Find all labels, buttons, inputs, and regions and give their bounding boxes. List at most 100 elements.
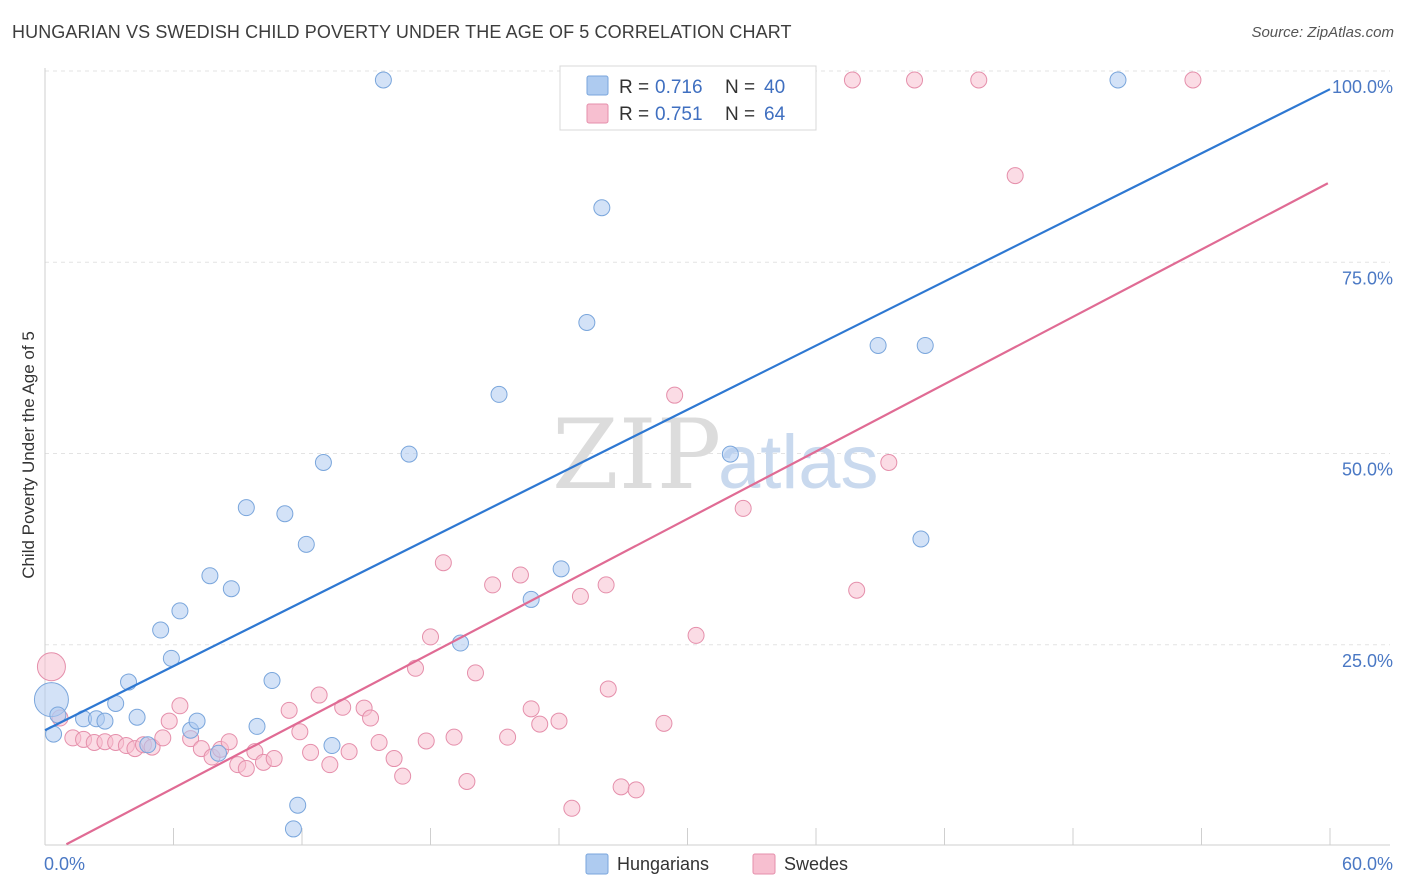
bottom-legend-label-swedes: Swedes xyxy=(784,854,848,874)
legend-r-label-swedes: R = xyxy=(619,104,649,125)
y-axis-title: Child Poverty Under the Age of 5 xyxy=(19,331,38,579)
series-hungarians-points xyxy=(33,71,1127,838)
point-swedes xyxy=(511,566,529,584)
point-swedes xyxy=(666,386,684,404)
point-swedes xyxy=(310,686,328,704)
legend-swatch-swedes xyxy=(586,103,609,124)
point-hungarians xyxy=(188,712,206,730)
point-hungarians xyxy=(323,737,341,755)
point-swedes xyxy=(599,680,617,698)
point-swedes xyxy=(687,626,705,644)
grid-lines xyxy=(45,70,1390,646)
point-swedes xyxy=(407,659,425,677)
point-swedes xyxy=(571,587,589,605)
point-hungarians xyxy=(171,602,189,620)
point-hungarians xyxy=(400,445,418,463)
series-legend: Hungarians Swedes xyxy=(585,853,848,875)
point-swedes xyxy=(531,715,549,733)
point-hungarians xyxy=(263,672,281,690)
point-swedes xyxy=(484,576,502,594)
legend-n-value-swedes: 64 xyxy=(764,104,786,125)
point-swedes xyxy=(627,781,645,799)
point-hungarians xyxy=(284,820,302,838)
point-swedes xyxy=(848,581,866,599)
point-swedes xyxy=(302,743,320,761)
watermark-zip: ZIP xyxy=(552,399,721,511)
point-hungarians xyxy=(721,445,739,463)
point-swedes xyxy=(1006,167,1024,185)
point-swedes xyxy=(154,729,172,747)
point-hungarians xyxy=(593,199,611,217)
point-swedes xyxy=(340,743,358,761)
point-hungarians xyxy=(314,454,332,471)
point-swedes xyxy=(1184,71,1202,89)
point-swedes xyxy=(394,767,412,785)
x-tick-label: 0.0% xyxy=(44,854,85,874)
point-hungarians xyxy=(276,505,294,523)
point-hungarians xyxy=(552,560,570,578)
point-swedes xyxy=(522,700,540,718)
y-tick-label: 100.0% xyxy=(1332,77,1393,97)
point-swedes xyxy=(550,712,568,730)
point-hungarians xyxy=(297,535,315,553)
point-hungarians xyxy=(237,499,255,517)
point-swedes xyxy=(734,499,752,517)
point-hungarians xyxy=(522,590,540,608)
point-swedes xyxy=(321,756,339,774)
point-swedes xyxy=(422,628,439,646)
point-swedes xyxy=(880,454,898,471)
point-swedes xyxy=(970,71,988,89)
point-swedes xyxy=(655,714,673,732)
point-swedes xyxy=(417,732,435,750)
point-hungarians xyxy=(912,530,930,548)
legend-r-value-swedes: 0.751 xyxy=(655,104,703,125)
point-hungarians xyxy=(248,717,266,735)
tick-labels: 100.0% 75.0% 50.0% 25.0% 0.0% 60.0% xyxy=(44,77,1393,874)
point-swedes xyxy=(597,576,615,594)
point-swedes xyxy=(563,799,581,817)
legend-n-label-hungarians: N = xyxy=(725,77,755,98)
point-hungarians xyxy=(289,796,307,814)
point-hungarians xyxy=(222,580,240,598)
y-tick-label: 25.0% xyxy=(1342,651,1393,671)
point-hungarians xyxy=(152,621,170,639)
point-swedes xyxy=(843,71,861,89)
watermark-atlas: atlas xyxy=(718,420,879,505)
source-label: Source: ZipAtlas.com xyxy=(1251,24,1394,41)
trend-lines xyxy=(44,88,1331,846)
point-swedes xyxy=(171,697,189,715)
point-hungarians xyxy=(490,385,508,403)
legend-n-value-hungarians: 40 xyxy=(764,77,785,98)
point-swedes xyxy=(385,750,403,768)
point-swedes xyxy=(906,71,924,89)
trend-line-hungarians xyxy=(44,88,1331,732)
point-hungarians xyxy=(139,736,157,754)
chart-title: HUNGARIAN VS SWEDISH CHILD POVERTY UNDER… xyxy=(12,22,792,42)
point-hungarians xyxy=(128,708,146,726)
y-tick-label: 75.0% xyxy=(1342,268,1393,288)
point-swedes xyxy=(265,750,283,768)
bottom-legend-swatch-hungarians xyxy=(585,853,609,875)
point-swedes xyxy=(280,701,298,719)
bottom-legend-label-hungarians: Hungarians xyxy=(617,854,709,874)
legend-swatch-hungarians xyxy=(586,75,609,96)
point-swedes xyxy=(220,733,238,751)
point-hungarians xyxy=(374,71,392,89)
point-hungarians xyxy=(201,567,219,585)
point-hungarians xyxy=(578,314,596,332)
stats-legend: R = 0.716 N = 40 R = 0.751 N = 64 xyxy=(559,65,817,131)
point-swedes xyxy=(36,652,66,682)
point-hungarians xyxy=(916,336,934,354)
legend-r-label-hungarians: R = xyxy=(619,77,649,98)
point-swedes xyxy=(362,709,380,727)
point-hungarians xyxy=(96,712,114,730)
point-swedes xyxy=(160,712,178,730)
x-tick-label: 60.0% xyxy=(1342,854,1393,874)
legend-n-label-swedes: N = xyxy=(725,104,755,125)
point-swedes xyxy=(434,554,452,572)
point-swedes xyxy=(237,760,255,777)
point-swedes xyxy=(445,728,463,746)
trend-line-swedes xyxy=(65,182,1329,846)
point-swedes xyxy=(458,773,476,791)
